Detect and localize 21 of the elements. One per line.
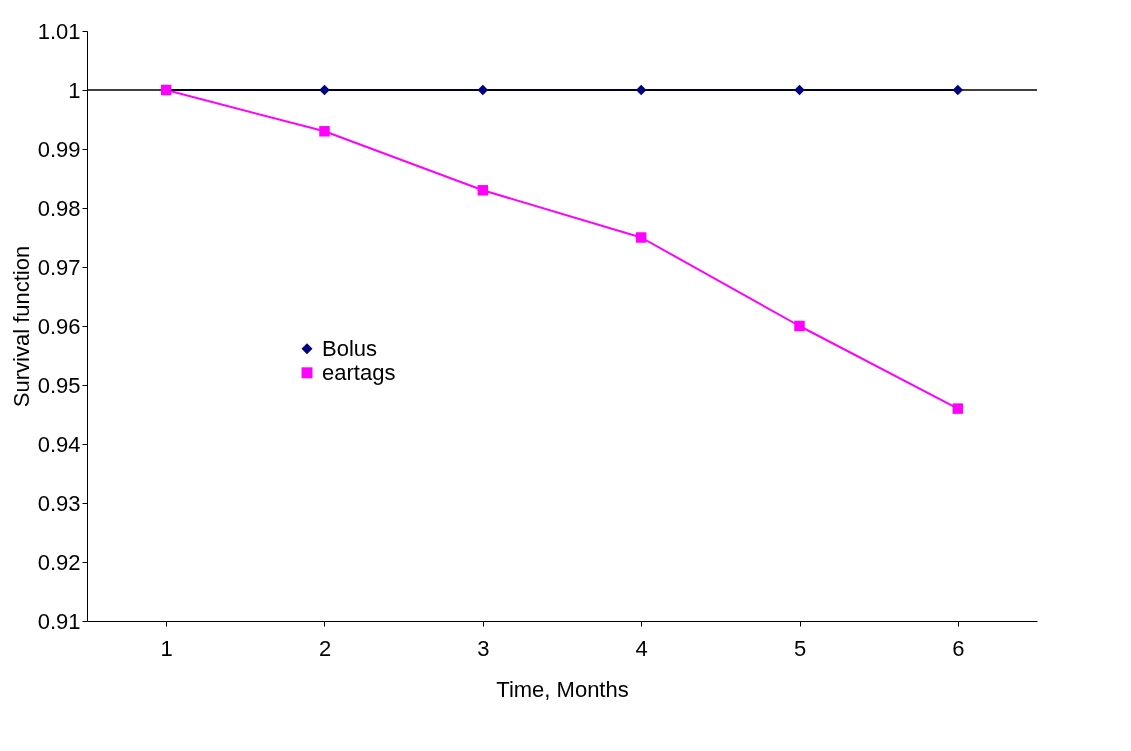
x-axis-title: Time, Months [496,676,629,702]
y-axis-title: Survival function [8,245,34,408]
y-tick-label: 0.95 [37,372,81,398]
x-tick-label: 6 [952,635,965,661]
y-tick-label: 0.97 [37,254,81,280]
x-tick-label: 3 [477,635,490,661]
y-tick-label: 0.91 [37,608,81,634]
legend-label: eartags [322,359,396,385]
legend-label: Bolus [322,335,378,361]
y-tick-label: 1.01 [37,18,81,44]
y-tick-label: 0.96 [37,313,81,339]
y-tick-label: 0.99 [37,136,81,162]
y-tick-label: 1 [68,77,81,103]
x-tick-label: 1 [160,635,173,661]
y-tick-label: 0.92 [37,549,81,575]
x-tick-label: 4 [635,635,648,661]
y-tick-label: 0.94 [37,431,81,457]
x-tick-label: 5 [793,635,807,661]
y-tick-label: 0.98 [37,195,81,221]
y-tick-label: 0.93 [37,490,81,516]
x-tick-label: 2 [318,635,332,661]
